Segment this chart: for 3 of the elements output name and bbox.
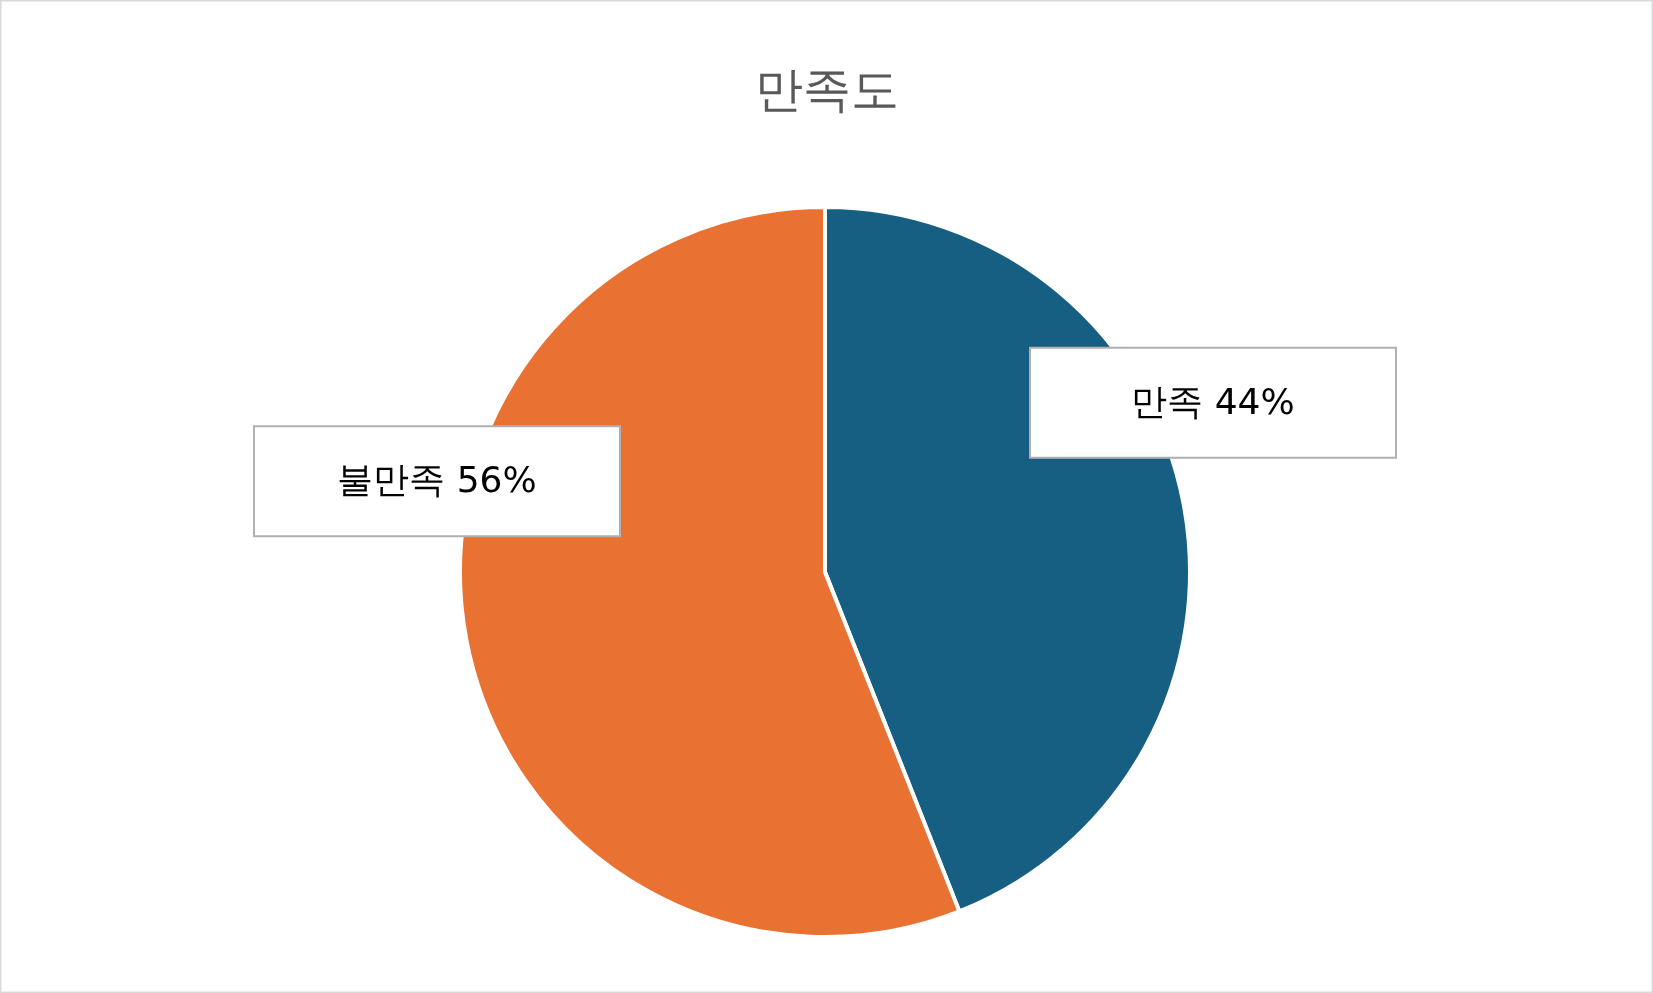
slice-label: 만족 44% — [1131, 380, 1295, 422]
slice-label: 불만족 56% — [337, 459, 537, 501]
chart-title: 만족도 — [754, 61, 899, 117]
